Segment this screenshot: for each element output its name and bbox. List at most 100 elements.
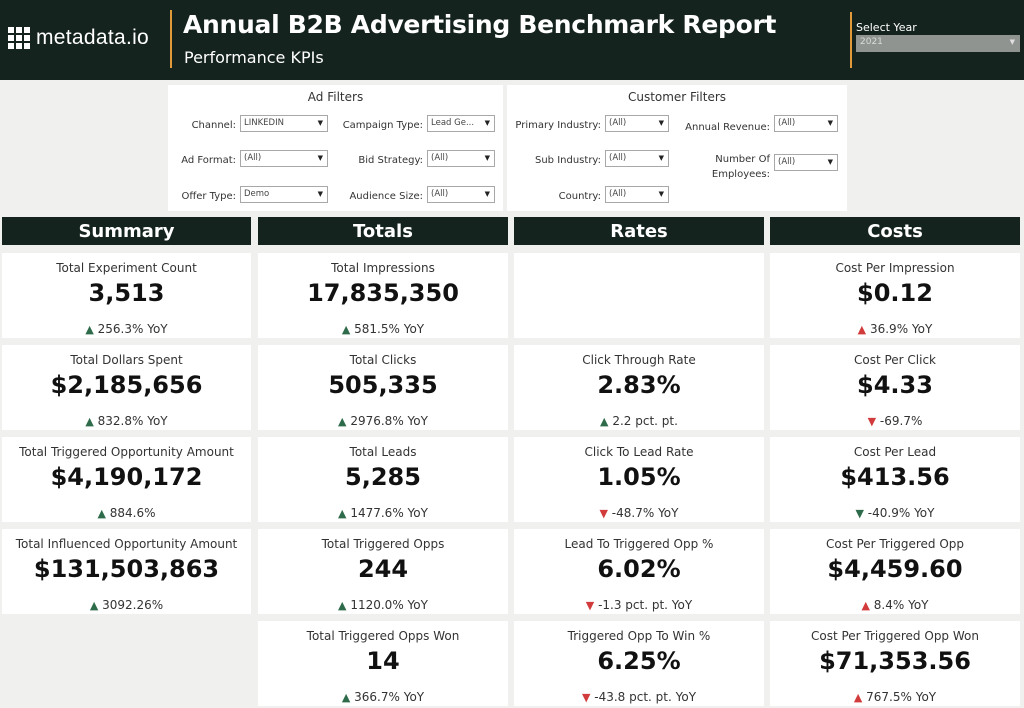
kpi-change-text: 767.5% YoY xyxy=(866,690,937,704)
kpi-change: ▲ 2.2 pct. pt. xyxy=(514,414,764,428)
kpi-label: Cost Per Triggered Opp xyxy=(825,537,965,551)
kpi-label: Total Impressions xyxy=(331,261,435,275)
kpi-value: $4,459.60 xyxy=(827,555,963,583)
kpi-card-total-influenced-opportunity-amount: Total Influenced Opportunity Amount $131… xyxy=(2,529,251,614)
metadata-logo: metadata.io xyxy=(8,26,149,50)
kpi-change-text: -40.9% YoY xyxy=(867,506,935,520)
employees-label-line2: Employees: xyxy=(711,169,770,180)
kpi-value: 3,513 xyxy=(88,279,165,307)
kpi-change-text: 3092.26% xyxy=(102,598,164,612)
kpi-card-total-impressions: Total Impressions 17,835,350 ▲ 581.5% Yo… xyxy=(258,253,508,338)
kpi-value: 2.83% xyxy=(597,371,681,399)
country-select[interactable]: (All) ▼ xyxy=(605,186,669,203)
kpi-label: Total Triggered Opps xyxy=(321,537,445,551)
kpi-card-total-clicks: Total Clicks 505,335 ▲ 2976.8% YoY xyxy=(258,345,508,430)
kpi-change-text: 2.2 pct. pt. xyxy=(612,414,678,428)
bid-strategy-select[interactable]: (All) ▼ xyxy=(427,150,495,167)
chevron-down-icon: ▼ xyxy=(1009,38,1015,46)
kpi-value: 505,335 xyxy=(328,371,438,399)
logo-text: metadata.io xyxy=(36,26,150,49)
triangle-up-icon: ▲ xyxy=(338,415,347,428)
header-divider xyxy=(170,10,172,68)
triangle-up-icon: ▲ xyxy=(89,599,99,612)
triangle-up-icon: ▲ xyxy=(853,691,863,704)
kpi-change-text: -1.3 pct. pt. YoY xyxy=(598,598,693,612)
ad-format-select[interactable]: (All) ▼ xyxy=(240,150,328,167)
kpi-change: ▲ 767.5% YoY xyxy=(770,690,1020,704)
country-select-value: (All) xyxy=(609,189,627,199)
chevron-down-icon: ▼ xyxy=(827,119,833,127)
kpi-change: ▲ 8.4% YoY xyxy=(770,598,1020,612)
primary-industry-select[interactable]: (All) ▼ xyxy=(605,115,669,132)
kpi-value: 6.25% xyxy=(597,647,681,675)
sub-industry-select[interactable]: (All) ▼ xyxy=(605,150,669,167)
kpi-value: $71,353.56 xyxy=(819,647,971,675)
ad-format-label: Ad Format: xyxy=(181,155,236,166)
audience-size-select[interactable]: (All) ▼ xyxy=(427,186,495,203)
kpi-card-total-triggered-opportunity-amount: Total Triggered Opportunity Amount $4,19… xyxy=(2,437,251,522)
kpi-change: ▼ -69.7% xyxy=(770,414,1020,428)
kpi-change-text: 366.7% YoY xyxy=(354,690,425,704)
kpi-change: ▼ -1.3 pct. pt. YoY xyxy=(514,598,764,612)
header-bar: metadata.io Annual B2B Advertising Bench… xyxy=(0,0,1024,80)
year-select[interactable]: 2021 ▼ xyxy=(856,35,1020,52)
kpi-card-cost-per-triggered-opp-won: Cost Per Triggered Opp Won $71,353.56 ▲ … xyxy=(770,621,1020,706)
triangle-up-icon: ▲ xyxy=(861,599,870,612)
kpi-card-click-to-lead-rate: Click To Lead Rate 1.05% ▼ -48.7% YoY xyxy=(514,437,764,522)
triangle-up-icon: ▲ xyxy=(338,507,347,520)
summary-header: Summary xyxy=(2,217,251,245)
triangle-up-icon: ▲ xyxy=(85,415,94,428)
offer-type-label: Offer Type: xyxy=(181,191,236,202)
totals-header: Totals xyxy=(258,217,508,245)
chevron-down-icon: ▼ xyxy=(827,158,833,166)
kpi-value: 6.02% xyxy=(597,555,681,583)
kpi-change: ▲ 884.6% xyxy=(2,506,251,520)
costs-header: Costs xyxy=(770,217,1020,245)
kpi-change-text: -43.8 pct. pt. YoY xyxy=(594,690,697,704)
ad-filters-panel: Ad Filters Channel: LINKEDIN ▼ Campaign … xyxy=(168,85,503,211)
kpi-change-text: -48.7% YoY xyxy=(611,506,679,520)
chevron-down-icon: ▼ xyxy=(658,119,664,127)
kpi-change: ▲ 2976.8% YoY xyxy=(258,414,508,428)
chevron-down-icon: ▼ xyxy=(484,190,490,198)
kpi-value: $413.56 xyxy=(840,463,950,491)
kpi-change: ▼ -48.7% YoY xyxy=(514,506,764,520)
kpi-change-text: 36.9% YoY xyxy=(869,322,933,336)
sub-industry-select-value: (All) xyxy=(609,153,627,163)
offer-type-select[interactable]: Demo ▼ xyxy=(240,186,328,203)
kpi-change: ▲ 1120.0% YoY xyxy=(258,598,508,612)
kpi-change-text: 581.5% YoY xyxy=(354,322,425,336)
annual-revenue-label: Annual Revenue: xyxy=(685,122,770,133)
chevron-down-icon: ▼ xyxy=(484,154,490,162)
kpi-change: ▲ 581.5% YoY xyxy=(258,322,508,336)
kpi-card-cost-per-click: Cost Per Click $4.33 ▼ -69.7% xyxy=(770,345,1020,430)
kpi-card-total-leads: Total Leads 5,285 ▲ 1477.6% YoY xyxy=(258,437,508,522)
kpi-change-text: 2976.8% YoY xyxy=(350,414,428,428)
year-select-value: 2021 xyxy=(860,37,883,47)
kpi-label: Cost Per Impression xyxy=(835,261,955,275)
kpi-change: ▼ -43.8 pct. pt. YoY xyxy=(514,690,764,704)
kpi-change-text: 1120.0% YoY xyxy=(350,598,428,612)
kpi-value: 14 xyxy=(366,647,400,675)
kpi-value: $131,503,863 xyxy=(33,555,220,583)
kpi-value: 1.05% xyxy=(597,463,681,491)
triangle-up-icon: ▲ xyxy=(341,691,351,704)
kpi-label: Total Leads xyxy=(349,445,417,459)
employees-label-line1: Number Of xyxy=(715,154,770,165)
annual-revenue-select[interactable]: (All) ▼ xyxy=(774,115,838,132)
customer-filters-panel: Customer Filters Primary Industry: (All)… xyxy=(507,85,847,211)
kpi-card-cost-per-lead: Cost Per Lead $413.56 ▼ -40.9% YoY xyxy=(770,437,1020,522)
triangle-up-icon: ▲ xyxy=(97,507,106,520)
employees-select[interactable]: (All) ▼ xyxy=(774,154,838,171)
campaign-type-select[interactable]: Lead Ge... ▼ xyxy=(427,115,495,132)
sub-industry-label: Sub Industry: xyxy=(535,155,601,166)
kpi-card-cost-per-triggered-opp: Cost Per Triggered Opp $4,459.60 ▲ 8.4% … xyxy=(770,529,1020,614)
channel-label: Channel: xyxy=(191,120,236,131)
channel-select[interactable]: LINKEDIN ▼ xyxy=(240,115,328,132)
kpi-change: ▲ 832.8% YoY xyxy=(2,414,251,428)
ad-filters-title: Ad Filters xyxy=(307,90,364,104)
kpi-change-text: 256.3% YoY xyxy=(97,322,168,336)
kpi-change-text: 884.6% xyxy=(109,506,156,520)
campaign-type-label: Campaign Type: xyxy=(342,120,423,131)
kpi-card-total-experiment-count: Total Experiment Count 3,513 ▲ 256.3% Yo… xyxy=(2,253,251,338)
